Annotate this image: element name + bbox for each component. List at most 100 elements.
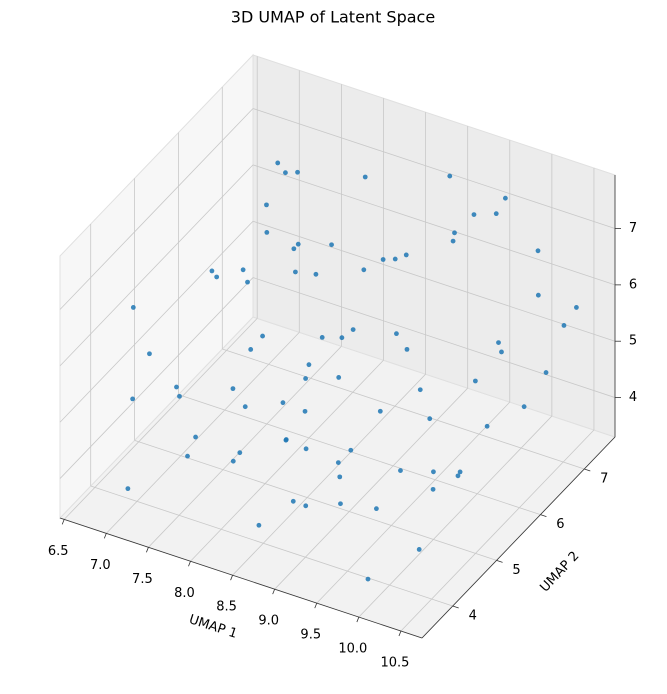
point (193, 434, 198, 440)
tick-mark (61, 519, 65, 525)
x-tick-label: 8.5 (216, 600, 237, 615)
grid-line (252, 108, 616, 229)
x-axis-line (59, 517, 423, 639)
x-tick-label: 6.5 (48, 544, 69, 559)
point (394, 331, 399, 337)
y-tick-label: 5 (512, 563, 520, 578)
point (303, 376, 308, 381)
point (417, 387, 423, 393)
z-tick-label: 5 (629, 334, 637, 349)
point (245, 279, 250, 285)
grid-line (400, 429, 595, 632)
point (185, 453, 190, 459)
tick-mark (356, 616, 360, 623)
point (260, 333, 265, 339)
grid-line (190, 359, 384, 562)
tick-mark (314, 602, 318, 609)
y-tick-label: 6 (556, 517, 564, 532)
point (339, 335, 345, 341)
point (535, 248, 541, 254)
tick-mark (146, 547, 149, 553)
z-tick-label: 6 (629, 277, 637, 292)
point (291, 246, 297, 252)
point (430, 486, 436, 492)
point (574, 305, 579, 310)
point (283, 437, 289, 443)
grid-line (59, 164, 254, 367)
point (295, 241, 301, 247)
grid-line (106, 332, 300, 534)
point (329, 242, 334, 248)
point (450, 238, 456, 244)
point (502, 195, 508, 201)
point (431, 469, 436, 475)
point (295, 169, 300, 175)
point (306, 362, 312, 368)
point (380, 257, 386, 262)
point (499, 349, 504, 355)
grid-line (222, 348, 585, 470)
point (283, 170, 288, 176)
point (484, 423, 490, 429)
grid-line (274, 387, 468, 590)
point (452, 230, 457, 236)
y-tick-label: 4 (469, 609, 477, 624)
point (416, 547, 422, 552)
point (348, 447, 354, 453)
point (404, 346, 410, 352)
point (264, 229, 270, 235)
tick-mark (230, 575, 233, 581)
x-tick-label: 10.5 (380, 656, 409, 671)
point (303, 446, 309, 452)
point (377, 408, 383, 414)
point (209, 268, 215, 274)
point (237, 450, 243, 456)
point (362, 174, 368, 180)
point (230, 386, 236, 392)
point (174, 384, 179, 390)
chart-title: 3D UMAP of Latent Space (231, 8, 435, 27)
z-tick-label: 7 (629, 221, 637, 236)
point (365, 576, 371, 582)
x-tick-label: 10.0 (338, 642, 367, 657)
point (242, 404, 248, 410)
x-tick-label: 9.0 (258, 614, 279, 629)
point (543, 370, 549, 375)
point (561, 323, 567, 328)
point (535, 292, 541, 298)
point (280, 400, 286, 406)
grid-line (252, 164, 616, 286)
grid-line (59, 108, 254, 310)
tick-mark (496, 559, 503, 563)
x-tick-label: 9.5 (300, 628, 321, 643)
point (130, 396, 136, 402)
point (335, 460, 341, 466)
point (125, 486, 131, 492)
grid-line (178, 394, 541, 516)
point (361, 267, 367, 273)
point (398, 468, 403, 473)
point (214, 274, 220, 280)
point (350, 327, 356, 332)
point (313, 271, 319, 277)
point (147, 351, 152, 357)
tick-mark (188, 561, 191, 567)
point (427, 416, 433, 422)
point (293, 269, 298, 275)
x-tick-label: 8.0 (174, 586, 195, 601)
grid-line (252, 277, 616, 398)
point (130, 305, 136, 310)
point (447, 173, 453, 179)
point (230, 458, 236, 464)
point (471, 212, 477, 218)
grid-line (316, 401, 511, 604)
tick-mark (584, 468, 591, 472)
x-axis-label: UMAP 1 (187, 612, 239, 642)
point (240, 267, 246, 273)
z-tick-label: 4 (629, 390, 637, 405)
point (338, 501, 343, 507)
point (275, 160, 281, 166)
tick-mark (452, 605, 459, 609)
grid-line (90, 485, 453, 607)
